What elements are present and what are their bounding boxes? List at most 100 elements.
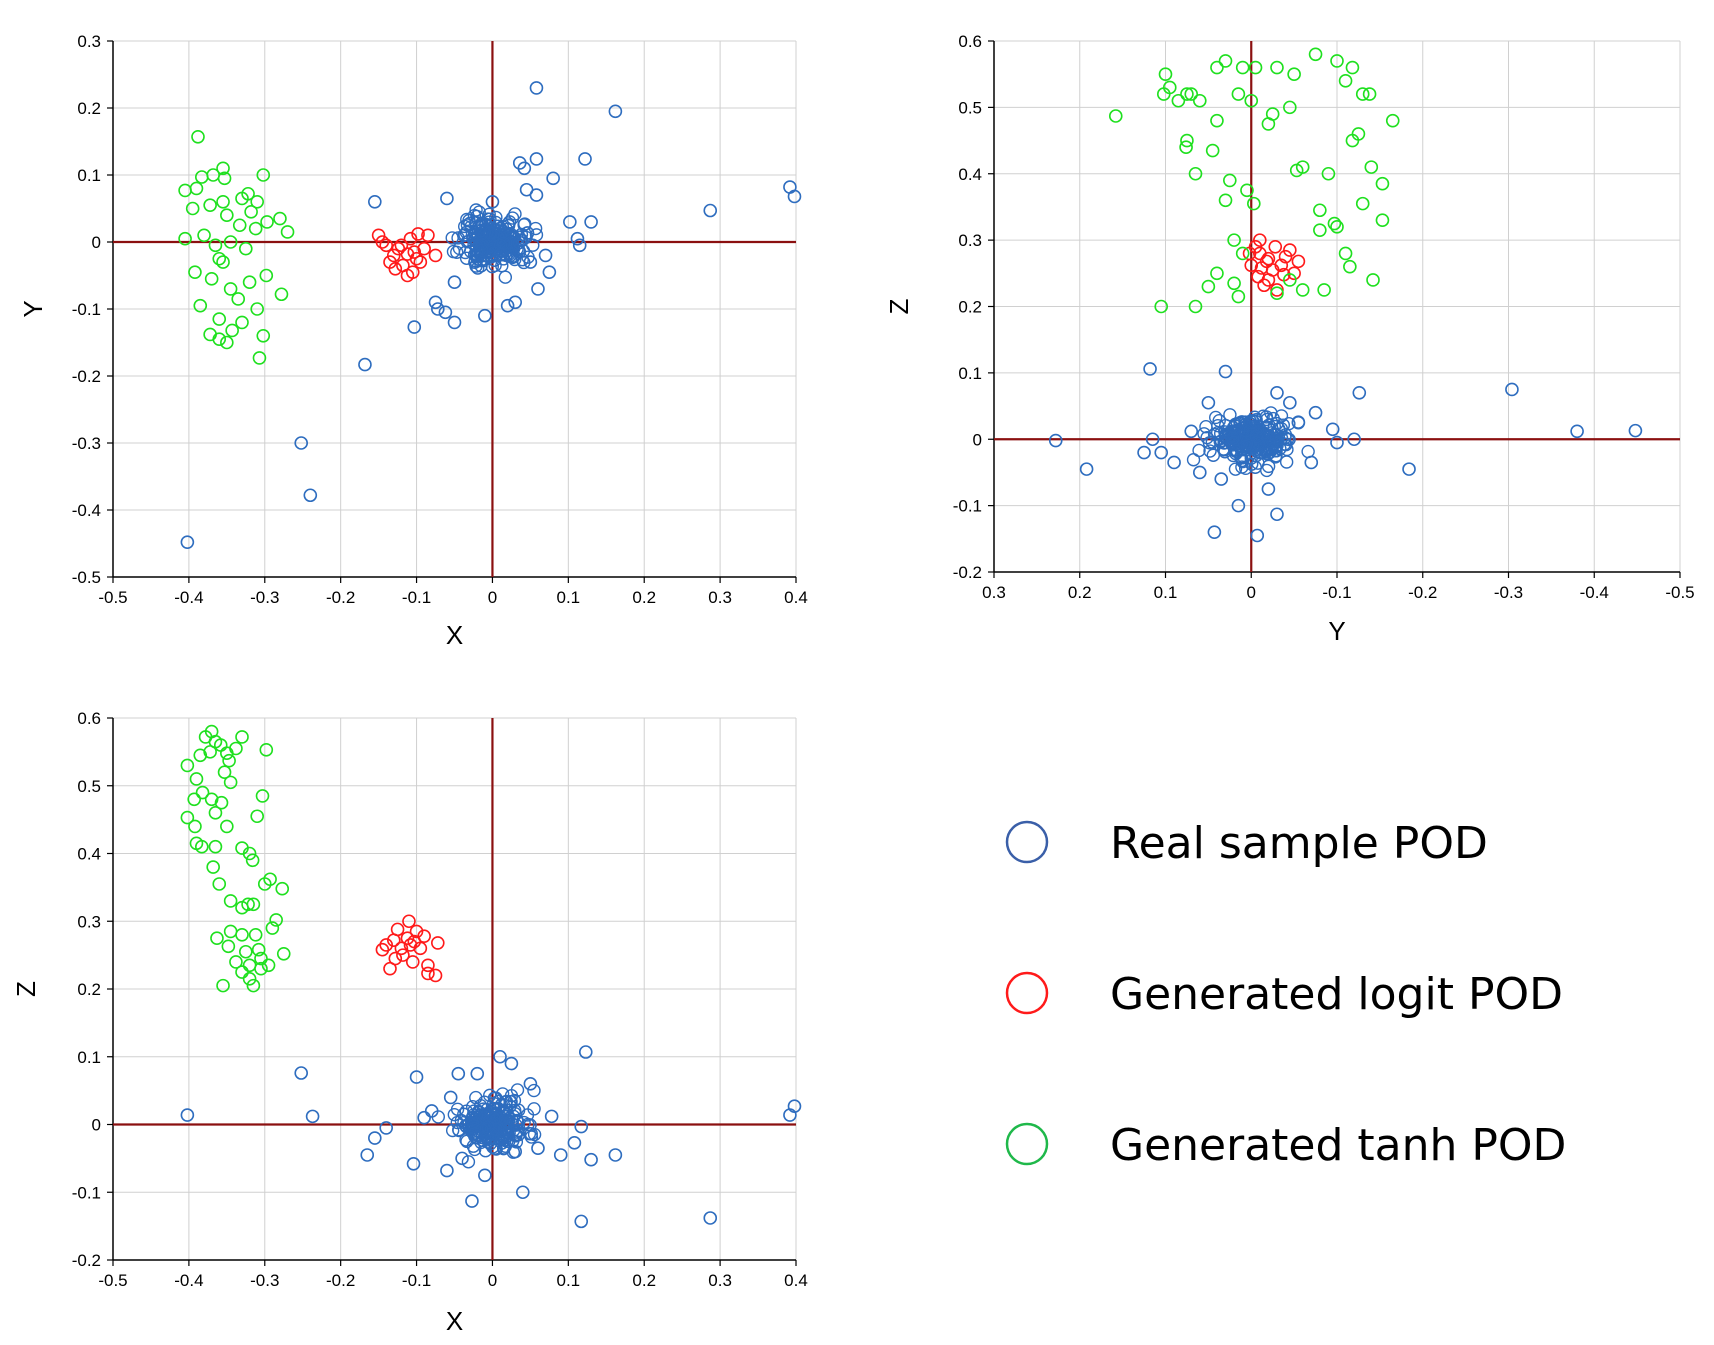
yz-point-tanh (1345, 60, 1360, 75)
xz-point-real (515, 1185, 530, 1200)
yz-point-tanh (1240, 183, 1254, 198)
xz-point-logit (431, 936, 445, 950)
xz-point-real-core (467, 1121, 482, 1135)
yz-point-real (1201, 395, 1216, 410)
xy-point-real (438, 305, 453, 320)
xz-point-tanh (203, 745, 217, 759)
xy-point-real-core (496, 236, 511, 250)
xz-point-tanh (220, 819, 234, 834)
yz-point-logit (1291, 254, 1306, 269)
yz-point-real-core (1224, 429, 1238, 443)
xz-point-real (180, 1108, 195, 1122)
xz-point-tanh (265, 921, 280, 935)
xz-point-real-core (481, 1120, 495, 1134)
yz-point-tanh (1317, 283, 1331, 297)
yz-point-tanh (1193, 93, 1207, 108)
yz-point-real-core (1268, 441, 1282, 455)
xz-point-tanh (229, 955, 243, 969)
xz-point-tanh (180, 810, 195, 825)
xz-point-real-core (527, 1083, 541, 1098)
xy-point-tanh (244, 205, 258, 219)
yz-point-tanh (1313, 203, 1327, 218)
xy-point-tanh (208, 238, 223, 253)
xy-point-real-core (460, 212, 474, 227)
yz-point-tanh (1375, 176, 1390, 191)
xy-point-real (303, 488, 318, 503)
xz-point-tanh (214, 795, 229, 810)
yz-point-real-core (1228, 417, 1243, 432)
yz-point-tanh (1385, 113, 1400, 128)
xy-point-tanh (250, 195, 264, 209)
yz-y-axis-label: Z (884, 298, 914, 314)
xz-point-real (608, 1148, 623, 1162)
xz-y-axis-label: Z (11, 981, 41, 997)
yz-y-tick-label: 0.4 (958, 165, 982, 184)
xz-point-real (544, 1109, 559, 1124)
xy-y-tick-label: -0.2 (72, 367, 101, 386)
xz-point-real-core (520, 1108, 535, 1122)
xy-point-real-core (507, 249, 521, 263)
xy-point-real (529, 81, 544, 95)
xz-point-real (443, 1090, 458, 1105)
xz-point-tanh (246, 897, 261, 912)
xz-point-real (368, 1131, 382, 1145)
xz-point-tanh (246, 978, 261, 993)
xy-point-tanh (216, 255, 230, 269)
xz-series-real-core (431, 1083, 542, 1169)
yz-point-real (1143, 362, 1157, 376)
yz-point-real (1505, 382, 1519, 397)
yz-x-axis-label: Y (1328, 616, 1345, 646)
xy-point-real (563, 215, 577, 229)
xy-point-tanh (232, 218, 247, 233)
yz-point-logit (1278, 249, 1293, 264)
xy-point-tanh (280, 225, 295, 239)
xy-y-tick-label: 0 (92, 233, 101, 252)
xy-point-tanh (197, 228, 211, 243)
yz-point-tanh (1375, 213, 1390, 228)
xz-point-real-core (445, 1123, 460, 1138)
yz-point-tanh (1235, 246, 1250, 261)
xz-point-real (305, 1109, 320, 1124)
xy-y-tick-label: -0.5 (72, 568, 101, 587)
yz-point-logit (1251, 269, 1265, 284)
yz-point-real-core (1210, 426, 1225, 440)
xy-point-tanh (231, 292, 246, 306)
yz-point-real-core (1228, 462, 1243, 476)
xy-point-real-core (460, 235, 475, 249)
yz-point-real (1231, 498, 1246, 513)
yz-point-tanh (1366, 273, 1380, 287)
yz-point-logit (1254, 261, 1269, 275)
xy-point-tanh (259, 268, 274, 283)
xz-point-real-core (477, 1095, 492, 1109)
xz-point-tanh (242, 972, 257, 986)
xz-point-tanh (195, 785, 210, 800)
xz-point-tanh (242, 846, 257, 861)
yz-point-real (1145, 432, 1160, 447)
yz-series-real-core (1186, 406, 1315, 478)
yz-point-tanh (1179, 140, 1193, 154)
xz-point-tanh (221, 939, 236, 954)
xz-point-real (553, 1148, 568, 1162)
xz-point-logit (407, 934, 422, 949)
yz-point-tanh (1108, 109, 1123, 123)
xy-point-logit (411, 227, 425, 241)
yz-point-real-core (1203, 444, 1217, 458)
yz-point-tanh (1283, 100, 1297, 115)
xz-point-tanh (229, 741, 243, 756)
yz-point-tanh (1218, 54, 1233, 68)
yz-x-tick-label: -0.4 (1580, 583, 1609, 602)
yz-point-real (1184, 424, 1199, 439)
xy-point-real (703, 203, 718, 218)
xy-point-tanh (203, 198, 217, 212)
xz-point-logit (400, 931, 415, 945)
xz-point-real-core (503, 1094, 517, 1109)
xz-point-tanh (188, 819, 202, 834)
xz-point-tanh (217, 765, 232, 780)
yz-point-tanh (1154, 299, 1169, 314)
yz-point-real (1079, 462, 1094, 476)
xz-point-tanh (263, 872, 277, 887)
xz-point-logit (375, 942, 390, 957)
xz-point-real-core (486, 1096, 501, 1111)
xy-point-tanh (252, 351, 267, 365)
legend: Real sample POD Generated logit POD Gene… (1005, 818, 1566, 1171)
